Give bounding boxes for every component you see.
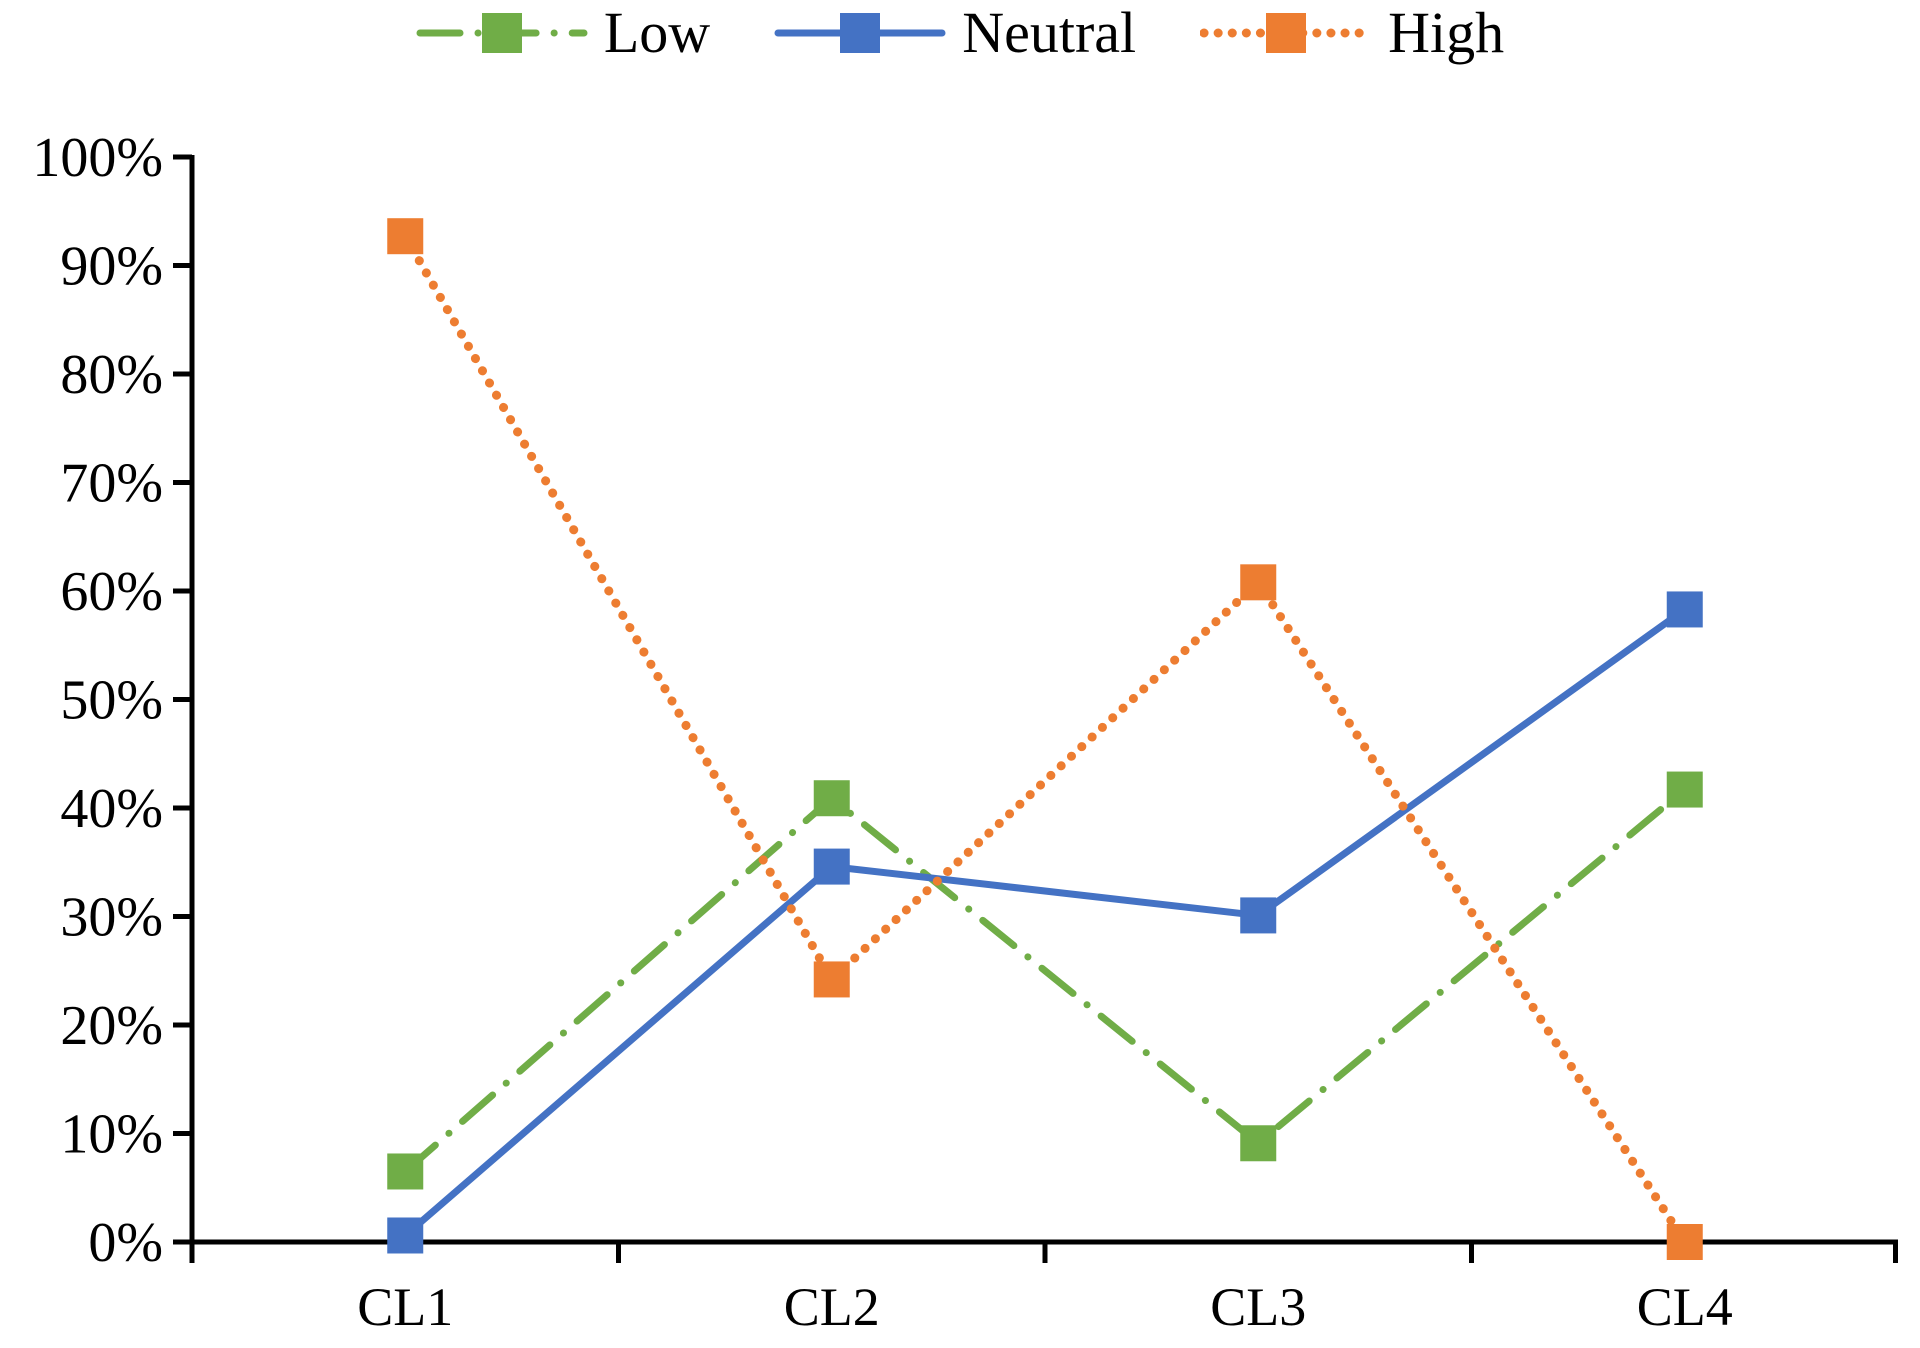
series-line-high [400,231,1690,1247]
marker-low-cl2 [813,780,850,817]
legend-label-high: High [1388,0,1505,65]
marker-neutral-cl2 [813,848,850,885]
legend-label-low: Low [603,0,711,65]
legend-marker-high [1266,13,1307,53]
marker-neutral-cl4 [1666,591,1703,628]
y-tick-label: 100% [32,127,163,189]
y-tick-label: 90% [60,236,163,298]
series-line-low [401,786,1689,1175]
y-tick-label: 20% [60,995,163,1057]
chart-legend: Low Neutral High [0,4,1920,62]
x-category-label: CL3 [1210,1277,1306,1337]
x-category-label: CL1 [357,1277,453,1337]
legend-line-sample-high [1200,13,1373,53]
legend-marker-neutral [840,13,881,53]
marker-low-cl3 [1240,1125,1277,1162]
marker-neutral-cl3 [1240,897,1277,934]
y-tick-label: 70% [60,453,163,515]
marker-high-cl3 [1240,564,1277,601]
y-tick-label: 30% [60,887,163,949]
x-category-label: CL2 [784,1277,880,1337]
legend-line-sample-low [416,13,588,53]
y-tick-label: 0% [88,1212,163,1274]
legend-line-sample-neutral [774,13,946,53]
y-tick-label: 40% [60,778,163,840]
legend-marker-low [481,13,522,53]
legend-item-low: Low [416,4,710,62]
x-category-label: CL4 [1637,1277,1733,1337]
marker-low-cl1 [387,1153,424,1190]
y-tick-label: 80% [60,344,163,406]
legend-item-neutral: Neutral [774,4,1136,62]
y-tick-label: 50% [60,670,163,732]
marker-high-cl4 [1666,1224,1703,1260]
legend-label-neutral: Neutral [962,0,1137,65]
marker-low-cl4 [1666,771,1703,808]
marker-high-cl2 [813,961,850,998]
y-tick-label: 10% [60,1104,163,1166]
y-tick-label: 60% [60,561,163,623]
legend-item-high: High [1200,4,1504,62]
marker-high-cl1 [387,218,424,255]
series-line-neutral [401,605,1689,1239]
marker-neutral-cl1 [387,1217,424,1254]
